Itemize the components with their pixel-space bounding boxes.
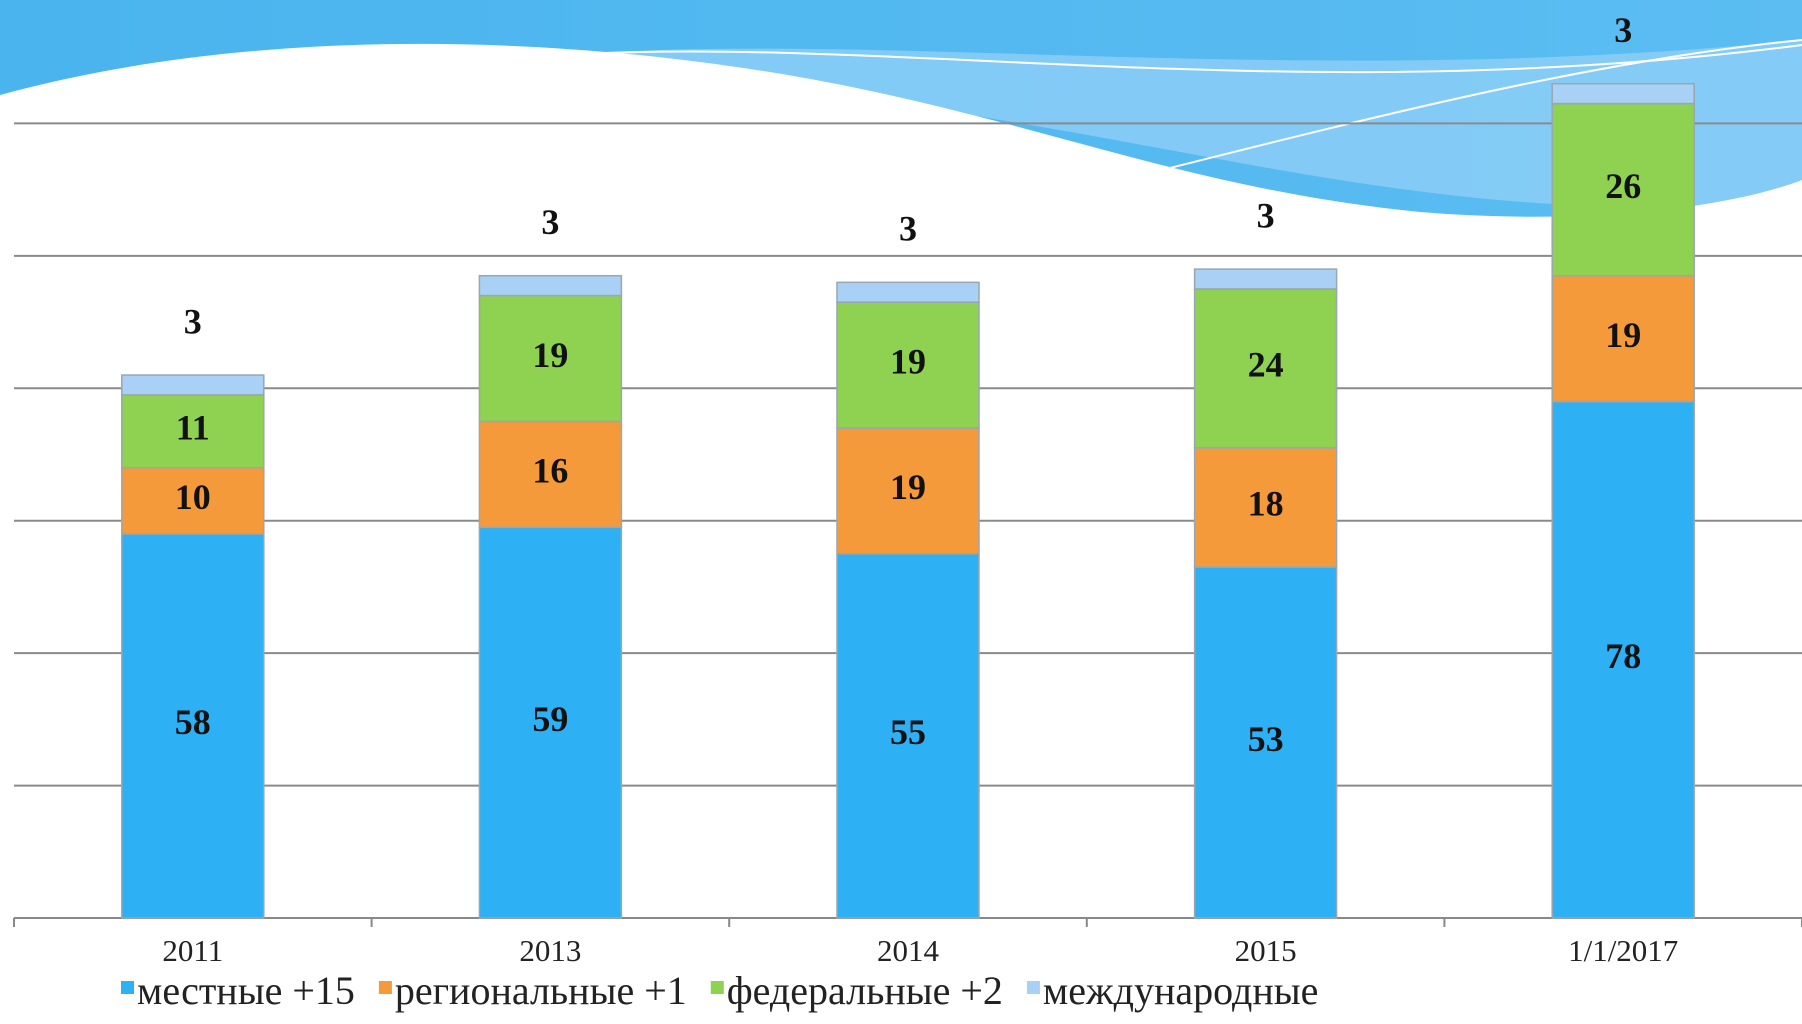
bar-segment — [1552, 84, 1694, 104]
data-label: 19 — [890, 467, 926, 507]
legend-label: международные — [1043, 968, 1318, 1013]
data-label: 19 — [532, 335, 568, 375]
legend-swatch — [121, 981, 134, 994]
bar-segment — [479, 276, 621, 296]
bar-segment — [1195, 269, 1337, 289]
data-label: 3 — [184, 301, 202, 341]
data-label: 3 — [541, 202, 559, 242]
legend-label: федеральные +2 — [727, 968, 1003, 1013]
data-label: 59 — [532, 699, 568, 739]
data-label: 11 — [176, 408, 210, 448]
x-tick-label: 1/1/2017 — [1568, 933, 1678, 968]
legend-label: местные +15 — [137, 968, 355, 1013]
data-label: 16 — [532, 451, 568, 491]
legend-label: региональные +1 — [395, 968, 687, 1013]
x-tick-label: 2013 — [519, 933, 581, 968]
data-label: 10 — [175, 477, 211, 517]
data-label: 3 — [1614, 10, 1632, 50]
data-label: 3 — [899, 209, 917, 249]
legend-swatch — [1027, 981, 1040, 994]
data-label: 3 — [1257, 195, 1275, 235]
data-label: 24 — [1248, 345, 1284, 385]
bar-segment — [122, 375, 264, 395]
data-label: 55 — [890, 712, 926, 752]
legend-swatch — [379, 981, 392, 994]
chart: 58 10 11 3 2011 59 16 19 3 2013 55 19 19 3 2014 53 18 24 3… — [0, 0, 1802, 1024]
data-label: 58 — [175, 702, 211, 742]
data-label: 53 — [1248, 719, 1284, 759]
x-tick-label: 2011 — [162, 933, 223, 968]
x-tick-label: 2014 — [877, 933, 940, 968]
bar-segment — [837, 282, 979, 302]
data-label: 19 — [890, 341, 926, 381]
legend-swatch — [711, 981, 724, 994]
x-tick-label: 2015 — [1235, 933, 1297, 968]
data-label: 18 — [1248, 484, 1284, 524]
data-label: 19 — [1605, 315, 1641, 355]
data-label: 78 — [1605, 636, 1641, 676]
data-label: 26 — [1605, 166, 1641, 206]
